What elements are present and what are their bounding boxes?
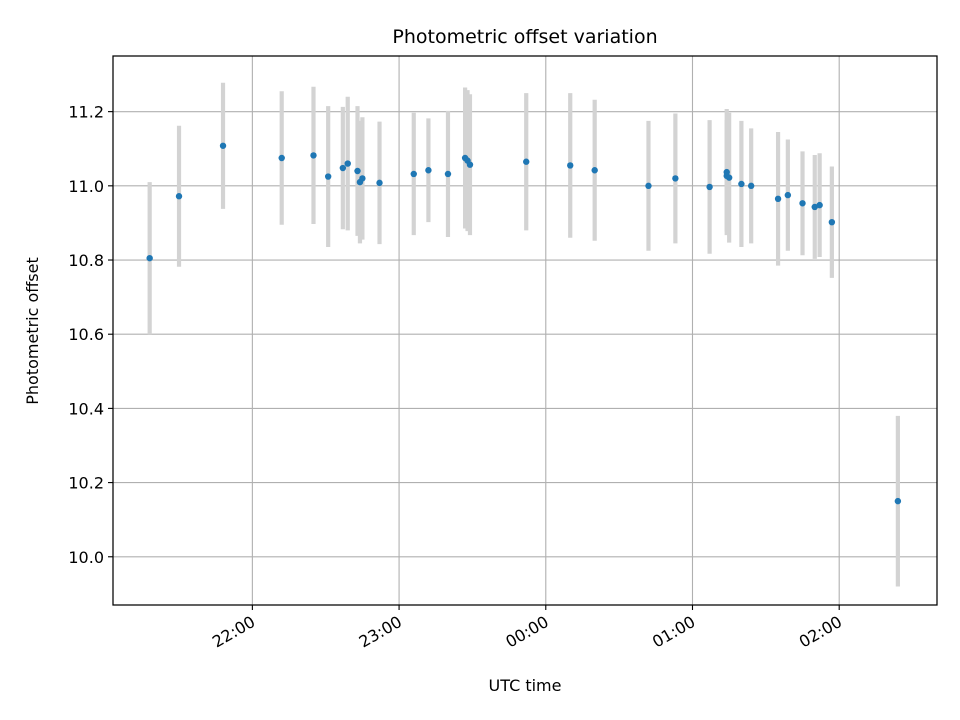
data-point [706, 183, 713, 191]
data-point [816, 201, 823, 209]
data-point [324, 173, 332, 180]
data-point [354, 167, 361, 175]
data-point [799, 200, 806, 207]
data-point [828, 218, 836, 226]
data-point [894, 497, 902, 505]
data-point [774, 195, 782, 203]
data-point [811, 203, 818, 211]
data-point [444, 170, 452, 178]
x-tick-label: 22:00 [209, 612, 258, 652]
y-tick-label: 10.8 [68, 251, 104, 270]
plot-frame [112, 55, 938, 606]
data-point [466, 161, 474, 168]
x-tick-label: 01:00 [649, 612, 698, 652]
y-tick-label: 10.4 [68, 399, 104, 418]
chart-title: Photometric offset variation [392, 26, 657, 48]
y-tick-label: 11.2 [68, 103, 104, 122]
axis-ticks [108, 111, 840, 610]
data-point [672, 175, 679, 182]
data-point [523, 158, 530, 165]
data-point [278, 154, 285, 162]
data-point [344, 160, 351, 167]
data-point [376, 179, 383, 187]
data-point [645, 182, 652, 190]
x-tick-label: 23:00 [356, 612, 405, 652]
data-point [410, 170, 417, 178]
y-axis-label: Photometric offset [23, 257, 42, 405]
y-tick-labels: 10.0 10.2 10.4 10.6 10.8 11.0 11.2 [68, 103, 104, 567]
data-point [310, 152, 317, 159]
x-tick-label: 02:00 [796, 612, 845, 652]
data-point [784, 191, 792, 199]
data-point [359, 175, 366, 182]
data-points [146, 142, 902, 505]
data-point [175, 193, 183, 200]
y-tick-label: 10.0 [68, 548, 104, 567]
data-point [146, 254, 153, 262]
x-tick-labels: 22:00 23:00 00:00 01:00 02:00 [209, 612, 845, 652]
data-point [339, 164, 347, 172]
data-point [425, 167, 432, 174]
data-point [219, 142, 227, 149]
data-point [747, 182, 755, 190]
y-tick-label: 11.0 [68, 177, 104, 196]
x-tick-label: 00:00 [502, 612, 551, 652]
data-point [725, 174, 733, 181]
y-tick-label: 10.2 [68, 474, 104, 493]
data-point [567, 162, 574, 169]
data-point [738, 180, 745, 188]
data-point [591, 167, 598, 174]
y-tick-label: 10.6 [68, 325, 104, 344]
x-axis-label: UTC time [489, 676, 562, 695]
data-point [723, 168, 730, 176]
